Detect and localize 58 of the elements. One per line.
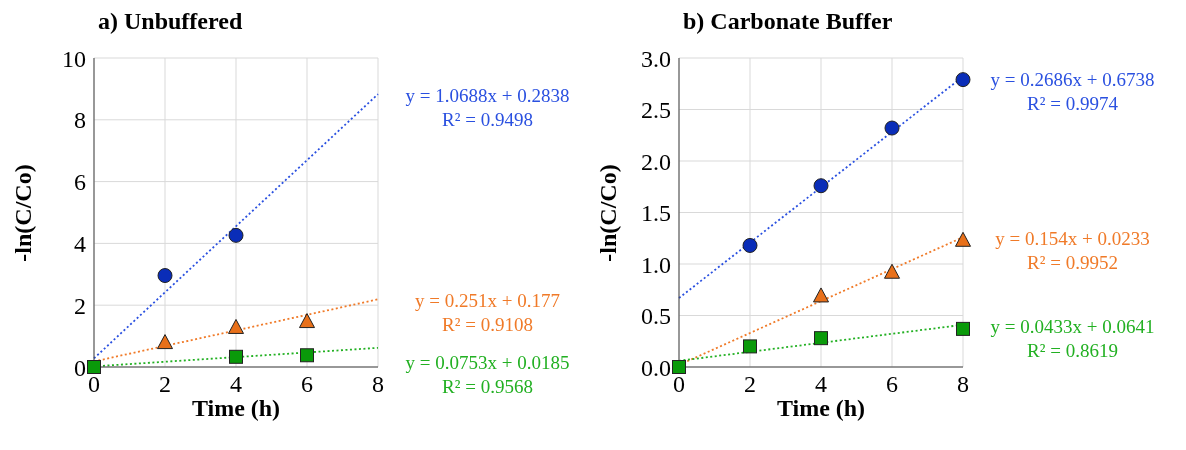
y-tick-label: 2.0 [641,148,671,175]
point [884,120,900,136]
text: y = 0.251x + 0.177 [414,289,561,314]
y-tick-label: 0 [74,354,86,381]
point [813,287,829,303]
point [742,237,758,253]
x-axis-title: Time (h) [191,395,281,421]
chart-title: b) Carbonate Buffer [683,8,893,35]
text: R² = 0.9108 [441,313,534,338]
point [228,318,244,334]
point [956,321,970,336]
x-tick-label: 8 [372,371,384,398]
x-tick-label: 8 [957,371,969,398]
chart-title: a) Unbuffered [98,8,243,35]
text: y = 0.154x + 0.0233 [994,227,1151,252]
point [229,349,243,364]
point [743,339,757,354]
text: R² = 0.9568 [441,375,534,400]
text: R² = 0.9498 [441,108,534,133]
y-tick-label: 6 [74,169,86,196]
y-tick-label: 2.5 [641,97,671,124]
x-tick-label: 2 [159,371,171,398]
text: y = 0.0433x + 0.0641 [989,314,1156,339]
point [813,178,829,194]
point [884,263,900,279]
x-tick-label: 6 [301,371,313,398]
point [300,348,314,363]
y-tick-label: 0.5 [641,303,671,330]
point [157,268,173,284]
text: y = 0.0753x + 0.0185 [404,351,571,376]
point [672,360,686,374]
point [157,334,173,350]
text: R² = 0.8619 [1026,338,1119,363]
y-tick-label: 3.0 [641,45,671,72]
point [299,313,315,329]
x-tick-label: 2 [744,371,756,398]
text: R² = 0.9974 [1026,92,1119,116]
point [955,231,971,247]
x-tick-label: 6 [886,371,898,398]
y-tick-label: 1.5 [641,200,671,227]
point [228,227,244,243]
text: R² = 0.9952 [1026,251,1119,276]
x-tick-label: 4 [815,371,827,398]
text: y = 0.2686x + 0.6738 [989,68,1156,92]
y-tick-label: 1.0 [641,251,671,278]
y-tick-label: 2 [74,292,86,319]
y-axis-title: -ln(C/Co) [595,163,622,262]
y-tick-label: 4 [74,230,86,257]
point [955,72,971,88]
x-axis-title: Time (h) [776,395,866,421]
y-tick-label: 0.0 [641,354,671,381]
y-axis-title: -ln(C/Co) [10,163,37,262]
y-tick-label: 10 [62,45,86,72]
point [814,331,828,346]
x-tick-label: 4 [230,371,242,398]
text: y = 1.0688x + 0.2838 [404,84,571,109]
point [87,360,101,374]
y-tick-label: 8 [74,107,86,134]
